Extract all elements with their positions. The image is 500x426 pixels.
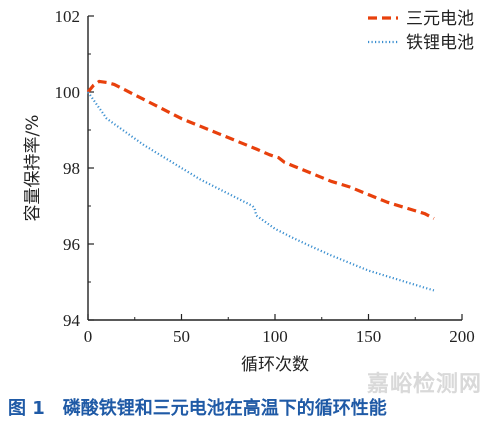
legend-label-2: 铁锂电池 bbox=[406, 33, 474, 53]
y-tick-label: 100 bbox=[55, 83, 81, 102]
figure-label: 图 1 bbox=[8, 398, 45, 419]
series-layer bbox=[86, 79, 435, 292]
axes: 0 50 100 150 200 94 96 98 100 102 循环次数 容量保持率/% bbox=[23, 7, 475, 375]
y-tick-label: 96 bbox=[63, 235, 80, 254]
caption-text: 磷酸铁锂和三元电池在高温下的循环性能 bbox=[62, 398, 387, 419]
x-tick-label: 50 bbox=[173, 327, 190, 346]
y-axis-title: 容量保持率/% bbox=[23, 115, 43, 222]
x-axis-title: 循环次数 bbox=[241, 355, 309, 375]
watermark: 嘉峪检测网 bbox=[366, 372, 482, 397]
figure-caption: 图 1 磷酸铁锂和三元电池在高温下的循环性能 bbox=[8, 394, 492, 420]
x-tick-label: 150 bbox=[356, 327, 382, 346]
y-tick-label: 94 bbox=[63, 311, 81, 330]
x-tick-label: 0 bbox=[84, 327, 93, 346]
series-line-2 bbox=[87, 91, 435, 292]
legend-label-1: 三元电池 bbox=[406, 9, 474, 29]
x-tick-label: 200 bbox=[449, 327, 475, 346]
y-tick-label: 102 bbox=[55, 7, 81, 26]
x-tick-label: 100 bbox=[262, 327, 288, 346]
y-tick-label: 98 bbox=[63, 159, 80, 178]
series-line-1 bbox=[86, 79, 435, 220]
chart: 0 50 100 150 200 94 96 98 100 102 循环次数 容量保持率/% 三元电池… bbox=[23, 7, 475, 375]
